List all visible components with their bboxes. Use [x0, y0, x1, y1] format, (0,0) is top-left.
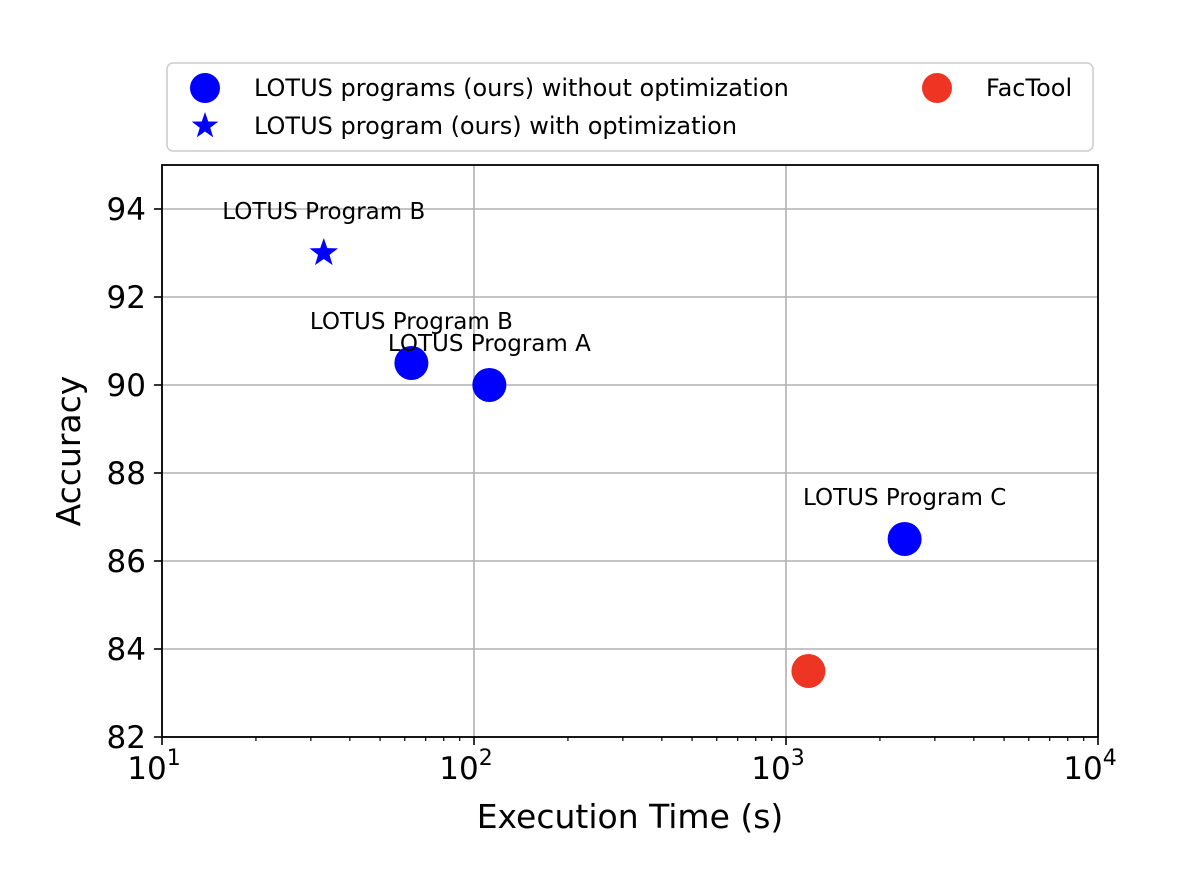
circle-point	[472, 368, 507, 402]
legend: LOTUS programs (ours) without optimizati…	[166, 62, 1094, 152]
point-label: LOTUS Program C	[803, 485, 1006, 511]
plot-area-frame	[161, 164, 1099, 738]
x-tick-label: 101	[127, 746, 180, 787]
x-axis-label: Execution Time (s)	[477, 797, 784, 836]
legend-marker-circle-blue	[190, 73, 220, 103]
legend-marker-star	[191, 112, 219, 138]
y-axis-label: Accuracy	[49, 376, 88, 527]
data-points	[309, 238, 922, 688]
x-tick-label: 103	[751, 746, 804, 787]
y-tick-label: 84	[107, 632, 146, 668]
grid	[161, 165, 1099, 738]
y-tick-label: 92	[107, 280, 146, 316]
y-tick-label: 82	[107, 720, 146, 756]
y-tick-label: 94	[107, 192, 146, 228]
point-label: LOTUS Program B	[310, 309, 513, 335]
axis-ticks: 82 84 86 88 90 92 94 101 102 103 104	[107, 192, 1117, 787]
legend-frame	[166, 62, 1094, 152]
legend-label-without-optimization: LOTUS programs (ours) without optimizati…	[254, 74, 789, 102]
star-point	[309, 238, 339, 266]
point-label: LOTUS Program B	[222, 199, 425, 225]
x-tick-label: 102	[439, 746, 492, 787]
legend-marker-circle-red	[922, 73, 952, 103]
y-tick-label: 88	[107, 456, 146, 492]
x-tick-label: 104	[1063, 746, 1116, 787]
y-tick-label: 86	[107, 544, 146, 580]
point-label: LOTUS Program A	[388, 331, 591, 357]
circle-point	[887, 522, 922, 556]
circle-point	[791, 654, 826, 688]
legend-label-factool: FacTool	[986, 74, 1072, 102]
y-tick-label: 90	[107, 368, 146, 404]
legend-label-with-optimization: LOTUS program (ours) with optimization	[254, 112, 737, 140]
circle-point	[394, 346, 429, 380]
